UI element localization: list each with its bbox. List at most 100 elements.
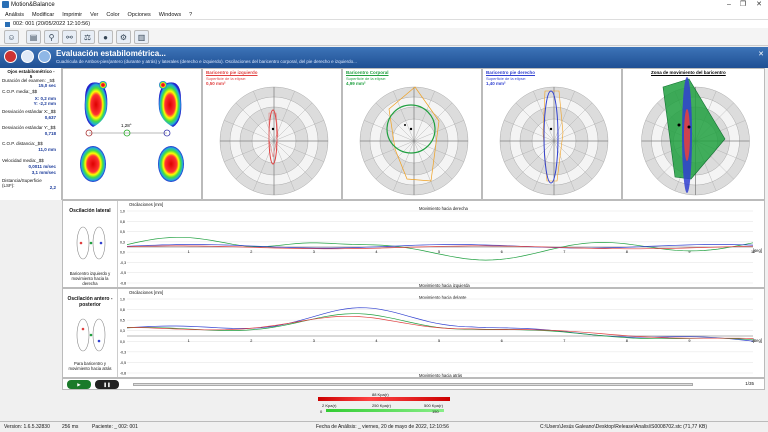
menu-imprimir[interactable]: Imprimir [62, 11, 83, 18]
x-tick-label: 1 [188, 250, 190, 254]
y-axis-label: Oscilaciones [mm] [129, 202, 164, 207]
stat-value: 2,2 [49, 185, 56, 190]
x-tick-label: 10 [751, 250, 755, 254]
window-title: Motion&Balance [11, 2, 55, 8]
body-ellipse-svg [386, 86, 440, 182]
y-tick-label: 0,8 [120, 308, 125, 312]
layers-icon[interactable] [21, 50, 34, 63]
image-icon[interactable] [38, 50, 51, 63]
menu-opciones[interactable]: Opciones [127, 11, 151, 18]
menu-windows[interactable]: Windows [158, 11, 182, 18]
stat-value: 15,0 sec [38, 83, 56, 88]
menu-help[interactable]: ? [189, 11, 193, 18]
document-tab[interactable]: 002: 001 (20/05/2022 12:10:56) [13, 21, 91, 27]
status-bar: Version: 1.6.5.32830 256 ms Paciente: _ … [0, 421, 768, 432]
left-heel-heatmap [80, 146, 106, 182]
card-title: Zona de movimiento del baricentro [651, 70, 726, 75]
lateral-left-series [126, 245, 754, 250]
card-title: Baricentro pie izquierdo [206, 70, 258, 75]
x-tick-label: 1 [188, 339, 190, 343]
polar-grid [219, 86, 329, 196]
force-scale: 88 Kpa(r) 2 Kpa(r) 250 Kpa(r) 500 Kpa(r)… [318, 392, 450, 416]
feet-icon[interactable]: ⚲ [44, 30, 59, 44]
stat-label: C.O.P. media:_$$ [2, 89, 38, 94]
x-tick-label: 3 [313, 339, 315, 343]
timeline-slider[interactable] [133, 383, 693, 386]
page-subtitle: Cuadricula de Ambos-pies(antero (durante… [56, 59, 357, 64]
bottom-note: Movimiento hacia atrás [419, 373, 463, 378]
pause-button[interactable]: ❚❚ [95, 380, 119, 389]
record-icon[interactable]: ● [98, 30, 113, 44]
top-note: Movimiento hacia delante [419, 295, 467, 300]
polar-grid [359, 86, 469, 196]
ap-graph: Oscilaciones [mm] Movimiento hacia delan… [119, 289, 764, 378]
stat-value: 11,0 mm [38, 147, 56, 152]
top-note: Movimiento hacia derecha [419, 206, 468, 211]
x-tick-label: 10 [751, 339, 755, 343]
close-button[interactable]: ✕ [756, 1, 762, 8]
document-icon [5, 21, 10, 27]
lateral-right-series [126, 244, 754, 249]
graph-description: Para baricentro y movimiento hacia atrás [68, 361, 112, 371]
patient-icon[interactable]: ☺ [4, 30, 19, 44]
force-br: 150 [432, 409, 439, 414]
status-ms: 256 ms [62, 424, 79, 430]
polar-body: Baricentro Corporal Superficie de la eli… [342, 68, 482, 200]
feet-compare-icon[interactable]: ⚯ [62, 30, 77, 44]
x-tick-label: 9 [688, 250, 690, 254]
card-title: Baricentro pie derecho [486, 70, 536, 75]
right-toe-heatmap [159, 81, 167, 89]
title-bar: Motion&Balance – ❐ ✕ [0, 0, 768, 10]
x-unit: [seg] [752, 338, 762, 343]
polar-grid [499, 86, 609, 196]
card-subtitle: Superficie de la elipse: [486, 76, 527, 81]
left-foot-ellipse-svg [268, 109, 279, 165]
feet-lateral-icon [76, 226, 106, 260]
y-tick-label: -0,3 [120, 261, 126, 265]
minimize-button[interactable]: – [727, 1, 731, 8]
stats-heading: Ojos estabilométrico - 5 [7, 69, 55, 79]
settings-icon[interactable]: ⚙ [116, 30, 131, 44]
feet-ap-icon [76, 318, 106, 352]
ap-legend: Oscilación antero - posterior Para baric… [63, 289, 118, 377]
x-unit: [seg] [752, 248, 762, 253]
force-top: 88 Kpa(r) [372, 392, 389, 397]
lateral-oscillation-panel: Oscilación lateral Baricentro izquierdo … [62, 200, 765, 288]
menu-color[interactable]: Color [106, 11, 120, 18]
y-axis-label: Oscilaciones [mm] [129, 290, 164, 295]
x-tick-label: 3 [313, 250, 315, 254]
card-value: 4,99 mm² [346, 81, 366, 86]
close-icon[interactable]: ✕ [758, 51, 764, 58]
body-hull [388, 86, 440, 182]
right-cop-marker [163, 129, 171, 137]
right-foot-center [549, 127, 553, 131]
x-tick-label: 7 [563, 339, 565, 343]
stat-value: 0,0011 m/sec [28, 164, 56, 169]
bottom-note: Movimiento hacia izquierda [419, 283, 470, 288]
balance-icon[interactable]: ⚖ [80, 30, 95, 44]
menu-ver[interactable]: Ver [90, 11, 99, 18]
y-tick-label: 1,0 [120, 298, 125, 302]
y-tick-label: -0,3 [120, 350, 126, 354]
body-center [409, 127, 413, 131]
record-icon[interactable] [4, 50, 17, 63]
x-tick-label: 5 [438, 339, 440, 343]
play-button[interactable]: ▶ [67, 380, 91, 389]
zone-center-2 [687, 125, 691, 129]
y-tick-label: -0,5 [120, 361, 126, 365]
menu-modificar[interactable]: Modificar [31, 11, 55, 18]
ap-plot: 1,0 0,8 0,5 0,3 0,0 -0,3 -0,5 -0,8 1 2 3 4 5 6 7 8 9 10 [120, 298, 755, 376]
lateral-plot: 1,0 0,8 0,5 0,3 0,0 -0,3 -0,5 -0,8 1 2 3 4 5 6 7 8 9 10 [120, 210, 755, 286]
menu-analisis[interactable]: Análisis [5, 11, 24, 18]
chart-icon[interactable]: ▥ [134, 30, 149, 44]
maximize-button[interactable]: ❐ [739, 1, 747, 8]
stat-label: Desviación estándar Y:_$$ [2, 125, 56, 130]
body-center-2 [404, 124, 406, 126]
stat-value: X: 0,2 mm [34, 96, 56, 101]
exam-icon[interactable]: ▤ [26, 30, 41, 44]
app-icon [2, 1, 9, 8]
menu-bar: Análisis Modificar Imprimir Ver Color Op… [0, 10, 768, 19]
left-toe-heatmap [99, 81, 107, 89]
right-foot-hull [542, 90, 564, 182]
card-title: Baricentro Corporal [346, 70, 389, 75]
